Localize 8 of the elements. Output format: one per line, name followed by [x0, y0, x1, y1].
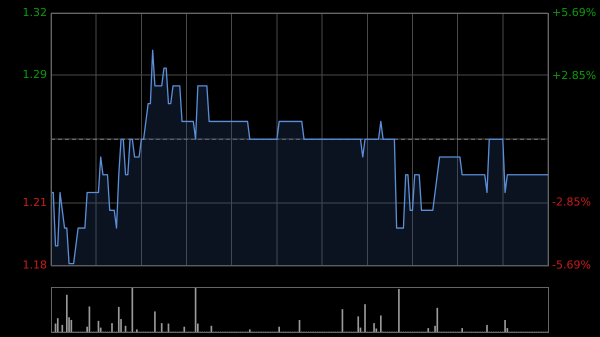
y2-tick-label: -2.85% — [552, 195, 591, 208]
y-tick-label: 1.21 — [22, 196, 47, 210]
y2-tick-label: +5.69% — [552, 6, 596, 19]
y-tick-label: 1.18 — [22, 258, 47, 272]
y2-tick-label: +2.85% — [552, 68, 596, 82]
y-tick-label: 1.29 — [22, 68, 47, 82]
y2-tick-label: -5.69% — [552, 258, 591, 272]
y-tick-label: 1.32 — [22, 6, 47, 19]
